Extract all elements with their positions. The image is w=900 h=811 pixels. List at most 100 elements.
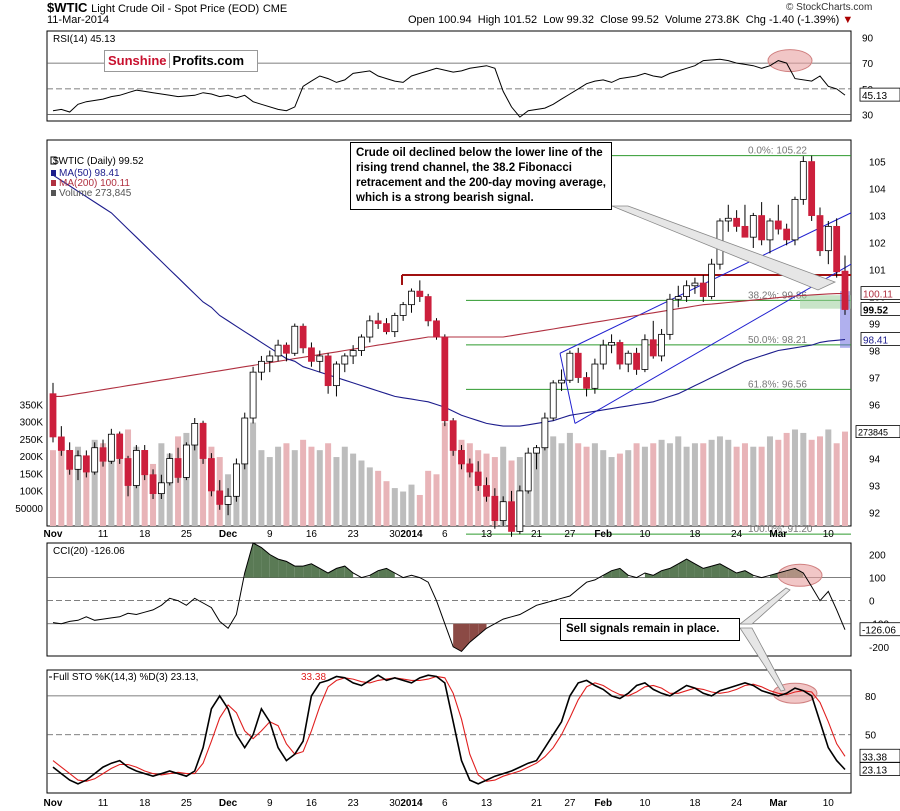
volume-bar bbox=[458, 439, 465, 526]
volume-bar bbox=[558, 443, 565, 526]
x-axis-label-main: 10 bbox=[639, 529, 651, 540]
candle-body bbox=[808, 161, 816, 216]
chart-date: 11-Mar-2014 bbox=[47, 14, 110, 26]
cci-line bbox=[52, 542, 846, 653]
cci-positive-fill bbox=[719, 563, 729, 578]
candle-body bbox=[233, 463, 240, 497]
volume-last-label-box bbox=[855, 425, 900, 438]
volume-bar bbox=[625, 450, 632, 526]
cci-positive-fill bbox=[703, 566, 712, 578]
change-label: Chg bbox=[745, 14, 766, 26]
symbol-title: $WTIC Light Crude Oil - Spot Price (EOD)… bbox=[47, 0, 287, 15]
candle-body bbox=[608, 342, 615, 346]
x-axis-label-main: 9 bbox=[267, 529, 273, 540]
volume-bar bbox=[391, 488, 398, 526]
x-axis-label-main: 16 bbox=[306, 529, 318, 540]
price-legend-label: MA(200) 100.11 bbox=[59, 178, 130, 189]
candle-body bbox=[624, 352, 632, 365]
cci-positive-fill bbox=[711, 563, 720, 578]
cci-negative-fill bbox=[478, 623, 487, 636]
candle-body bbox=[683, 285, 690, 297]
annotation-pointer bbox=[611, 205, 837, 291]
volume-bar bbox=[358, 460, 365, 526]
rsi-last-label-box bbox=[859, 87, 900, 102]
candle-body bbox=[266, 355, 274, 362]
x-axis-label-main: Dec bbox=[219, 529, 238, 540]
cci-title: CCI(20) -126.06 bbox=[53, 546, 125, 557]
volume-bar bbox=[400, 491, 407, 526]
low-label: Low bbox=[543, 14, 564, 26]
candle-body bbox=[116, 433, 124, 459]
candle-body bbox=[207, 458, 215, 492]
x-axis-label-bottom: 10 bbox=[639, 798, 651, 809]
cci-last-label-box bbox=[859, 622, 900, 637]
volume-bar bbox=[816, 436, 823, 526]
x-axis-label-bottom: 16 bbox=[306, 798, 318, 809]
volume-bar bbox=[258, 450, 265, 526]
candle-body bbox=[408, 290, 415, 306]
candle-body bbox=[149, 474, 157, 495]
cci-positive-fill bbox=[769, 572, 779, 578]
ohlc-readout: Open 100.94 High 101.52 Low 99.32 Close … bbox=[408, 14, 853, 26]
rsi-line bbox=[52, 58, 846, 118]
x-axis-label-bottom: 18 bbox=[689, 798, 701, 809]
volume-bar bbox=[241, 450, 248, 526]
rsi-last-label: 45.13 bbox=[862, 91, 887, 102]
candle-body bbox=[466, 463, 474, 473]
stockcharts-credit: © StockCharts.com bbox=[786, 2, 873, 13]
sto-title: Full STO %K(14,3) %D(3) 23.13, bbox=[53, 672, 198, 683]
volume-bar bbox=[83, 457, 90, 526]
volume-bar bbox=[800, 432, 807, 526]
price-tick-label: 104 bbox=[869, 185, 886, 196]
x-axis-label-bottom: Nov bbox=[44, 798, 63, 809]
sto-tick-label: 50 bbox=[865, 731, 877, 742]
sto-tick-label: 80 bbox=[865, 692, 877, 703]
rsi-highlight-ellipse bbox=[767, 49, 813, 73]
volume-bar bbox=[691, 443, 698, 526]
trend-channel-lower bbox=[574, 263, 852, 424]
fib-level-label: 100.0%: 91.20 bbox=[748, 524, 813, 535]
volume-bar bbox=[100, 443, 107, 526]
low-value: 99.32 bbox=[566, 14, 595, 26]
rsi-tick-label: 70 bbox=[862, 59, 874, 70]
change-value: -1.40 (-1.39%) bbox=[769, 14, 840, 26]
cci-positive-fill bbox=[294, 566, 304, 578]
candle-body bbox=[499, 501, 507, 522]
price-tick-label: 93 bbox=[869, 482, 881, 493]
x-axis-label-main: Feb bbox=[594, 529, 612, 540]
volume-bar bbox=[700, 443, 707, 526]
price-legend-swatch bbox=[51, 190, 56, 196]
volume-bar bbox=[591, 443, 598, 526]
sto-k-line bbox=[52, 674, 846, 785]
candle-body bbox=[558, 379, 565, 384]
volume-bar bbox=[408, 484, 415, 526]
volume-bar bbox=[441, 422, 448, 526]
candle-body bbox=[374, 320, 382, 324]
volume-bar bbox=[825, 429, 832, 526]
candle-body bbox=[474, 471, 482, 486]
sto-d-last-label: 33.38 bbox=[862, 752, 887, 763]
volume-tick-label: 250K bbox=[20, 435, 44, 446]
candle-body bbox=[483, 485, 490, 497]
cci-positive-fill bbox=[253, 543, 262, 578]
candle-body bbox=[241, 417, 249, 465]
cci-positive-fill bbox=[311, 563, 320, 578]
candle-body bbox=[799, 161, 807, 200]
sto-title-d: 33.38 bbox=[301, 672, 326, 683]
candle-body bbox=[758, 215, 766, 241]
candle-body bbox=[674, 296, 682, 300]
volume-bar bbox=[608, 457, 615, 526]
volume-bar bbox=[350, 453, 357, 526]
volume-bar bbox=[466, 443, 473, 526]
volume-bar bbox=[300, 439, 307, 526]
candle-body bbox=[566, 352, 574, 381]
candle-body bbox=[591, 363, 599, 389]
cci-last-label: -126.06 bbox=[862, 626, 896, 637]
candle-body bbox=[216, 490, 224, 505]
x-axis-label-bottom: 11 bbox=[98, 798, 109, 809]
volume-bar bbox=[750, 446, 757, 526]
candle-body bbox=[533, 447, 540, 454]
candle-body bbox=[733, 217, 741, 227]
candle-body bbox=[107, 433, 115, 462]
